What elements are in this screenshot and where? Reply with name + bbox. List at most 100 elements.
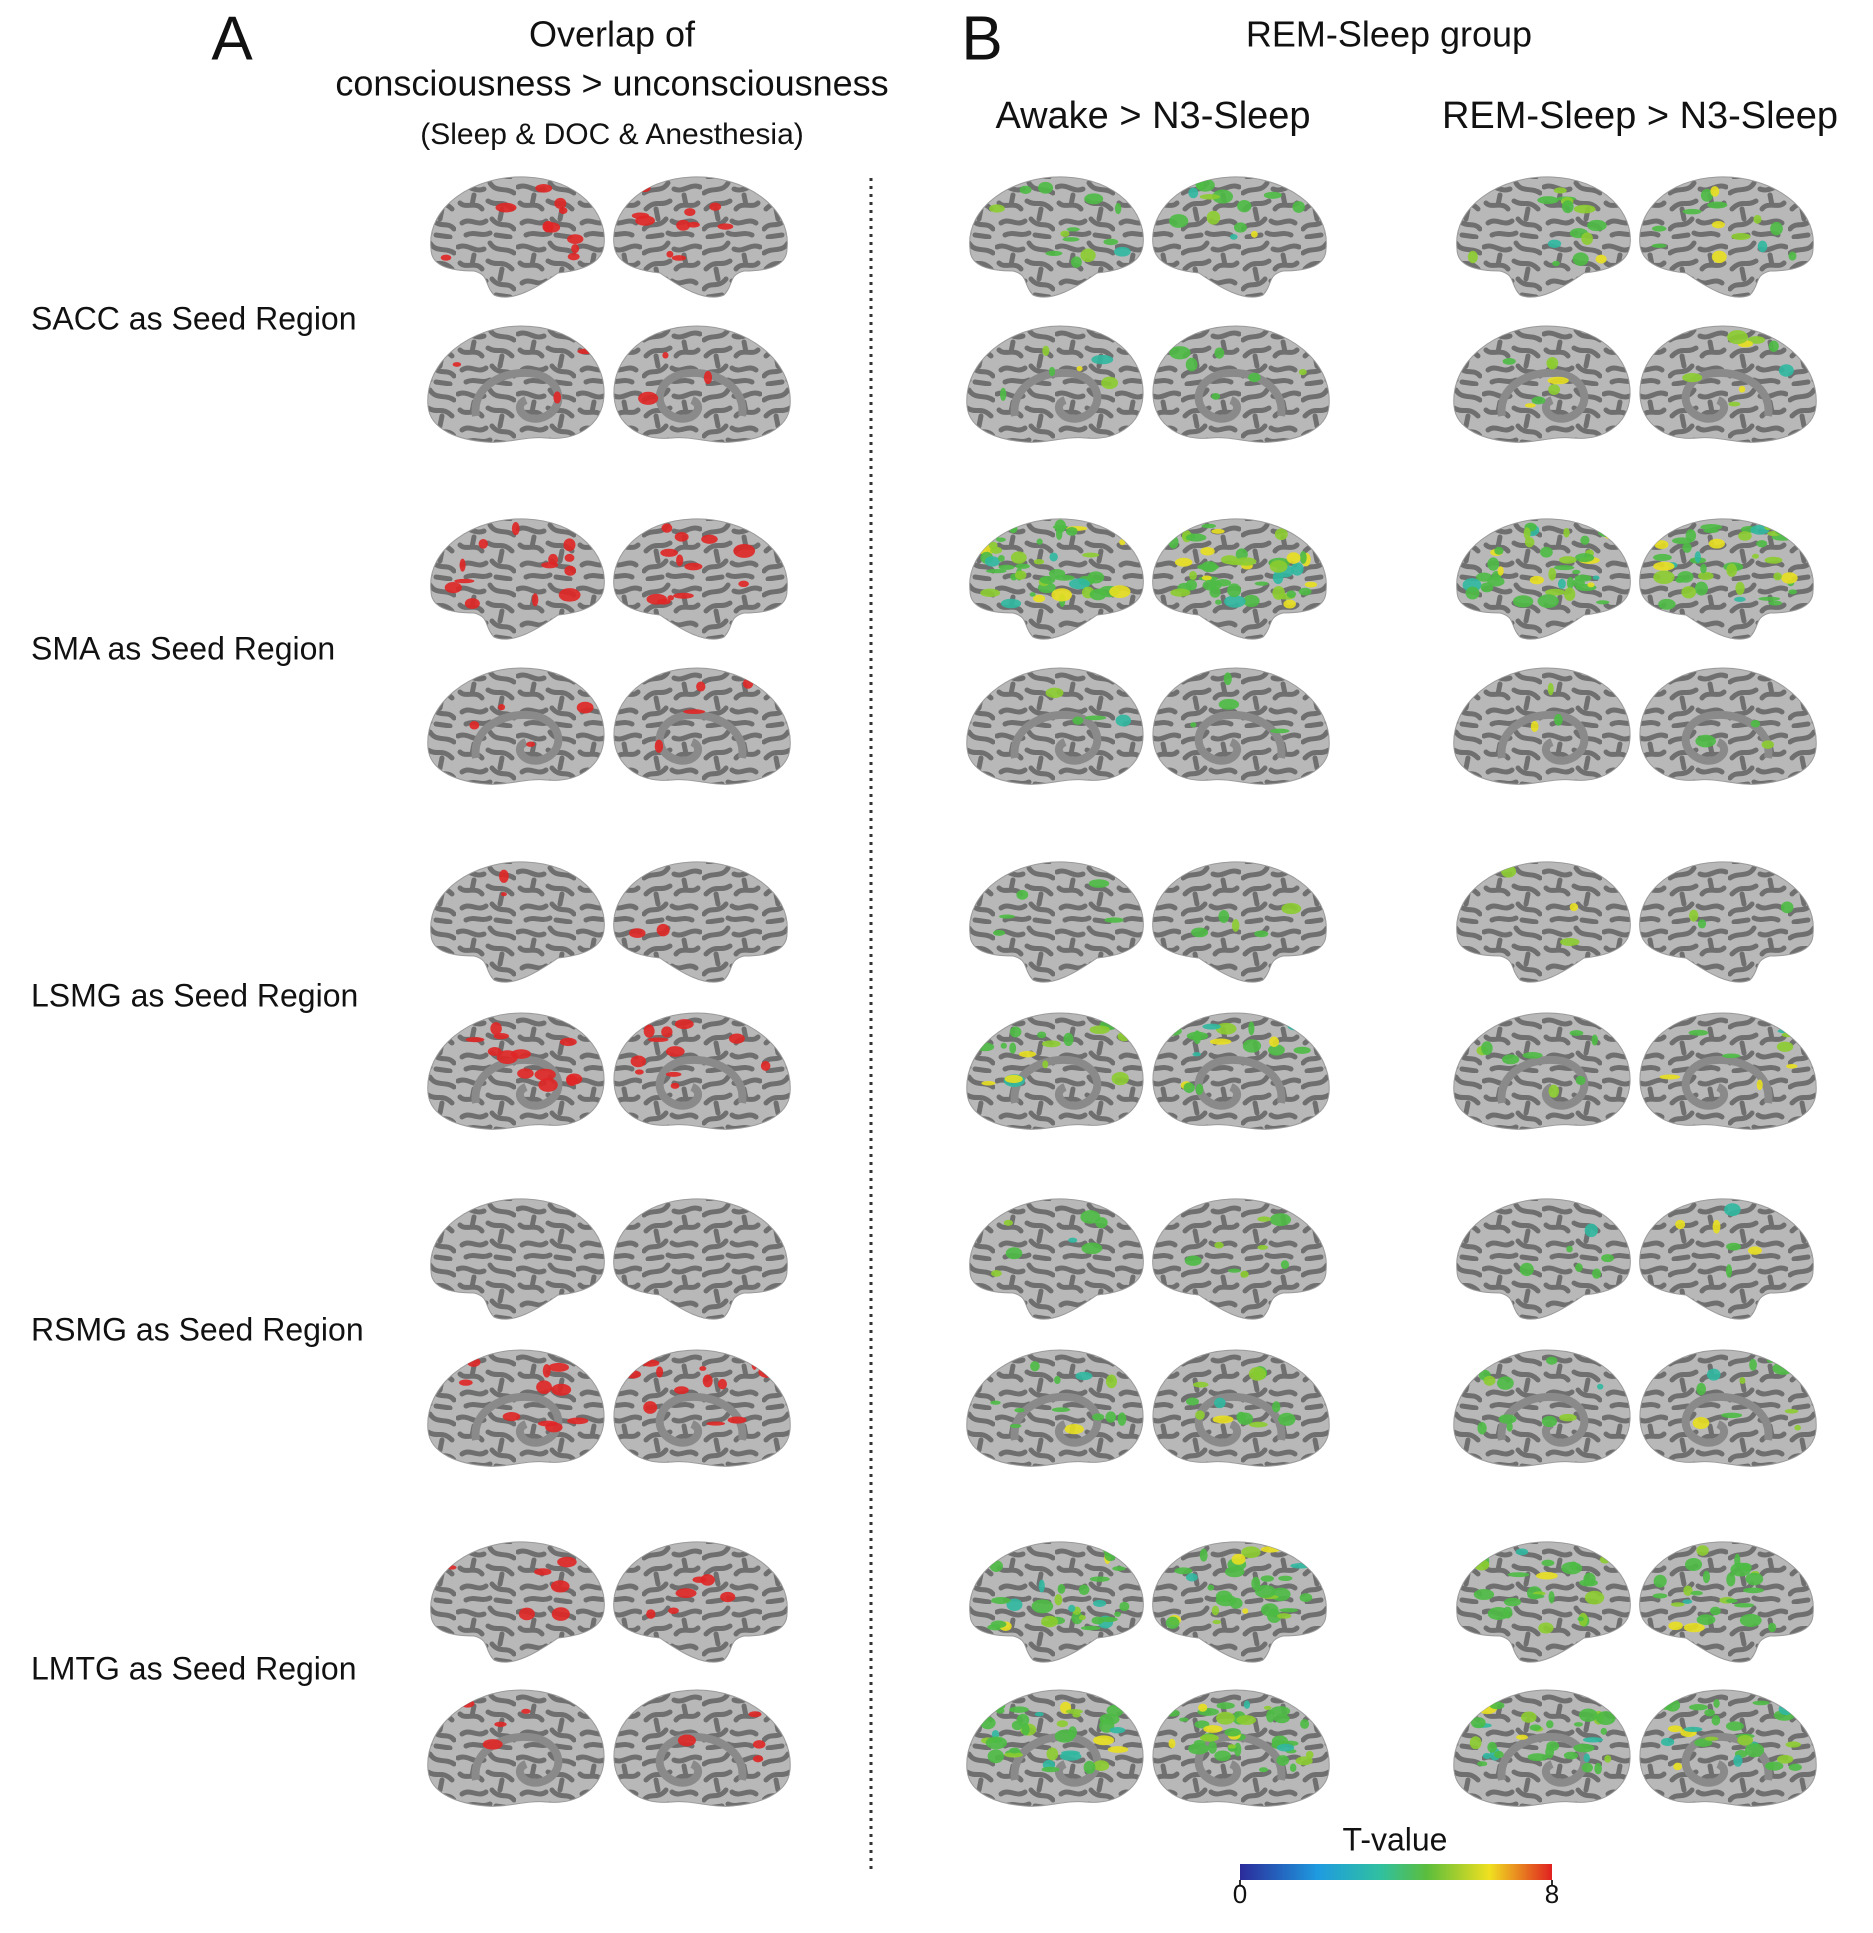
brain-surface [1152, 325, 1330, 443]
activation-blob [1684, 1557, 1703, 1571]
activation-blob [511, 522, 520, 536]
activation-blob [1487, 1741, 1497, 1753]
activation-blob [576, 701, 594, 714]
activation-blob [1569, 903, 1579, 912]
activation-blob [1009, 1026, 1022, 1038]
activation [630, 1019, 778, 1089]
activation-blob [1726, 1572, 1736, 1587]
activation-blob [1113, 246, 1131, 257]
activation-blob [1241, 1546, 1261, 1559]
activation-blob [1770, 221, 1783, 236]
activation [444, 522, 581, 609]
activation [1184, 1213, 1292, 1278]
activation-blob [1093, 1735, 1115, 1746]
activation-blob [1704, 1709, 1715, 1717]
brain [1639, 1012, 1817, 1130]
row-label: SMA as Seed Region [31, 630, 335, 666]
activation-blob [1051, 1407, 1071, 1413]
activation-blob [668, 1607, 679, 1615]
brain-surface [969, 861, 1144, 983]
activation-blob [1573, 204, 1596, 214]
activation-blob [1046, 1747, 1059, 1761]
activation-blob [447, 1565, 457, 1570]
activation-blob [760, 1061, 771, 1071]
activation-blob [1015, 563, 1030, 569]
activation-blob [1557, 578, 1566, 589]
activation-blob [677, 1734, 696, 1747]
corpus-callosum [1681, 1055, 1773, 1110]
activation-blob [1696, 1545, 1709, 1556]
activation-blob [1060, 230, 1070, 237]
corpus-callosum [471, 1732, 563, 1787]
brain-surface [966, 1012, 1144, 1130]
brain-surface [966, 667, 1144, 785]
brain [966, 325, 1144, 443]
activation-blob [630, 1055, 646, 1068]
activation-blob [676, 554, 684, 567]
activation-blob [1653, 570, 1675, 584]
activation-blob [1587, 582, 1595, 588]
activation-blob [551, 1607, 570, 1621]
activation-blob [1089, 1576, 1110, 1582]
activation-blob [1114, 202, 1122, 215]
activation-blob [478, 539, 488, 549]
activation [677, 1711, 766, 1763]
brain [427, 325, 605, 443]
activation [440, 183, 584, 261]
activation-blob [542, 1364, 551, 1378]
activation-blob [1668, 1621, 1683, 1631]
activation-blob [449, 1357, 458, 1369]
activation-blob [454, 578, 475, 584]
activation-blob [1185, 357, 1198, 372]
activation-blob [1223, 672, 1232, 686]
activation-blob [1105, 1374, 1117, 1389]
activation-blob [985, 569, 1007, 574]
activation-blob [1199, 194, 1221, 200]
brain [966, 667, 1144, 785]
activation-blob [1476, 572, 1492, 582]
activation-blob [1018, 1051, 1037, 1058]
corpus-callosum [1194, 368, 1286, 423]
brain [966, 1689, 1144, 1807]
activation-blob [502, 1412, 521, 1422]
activation [1166, 1700, 1314, 1773]
activation-blob [1546, 356, 1559, 370]
activation-blob [1119, 1601, 1130, 1612]
activation-blob [1056, 1720, 1069, 1728]
brain [1456, 861, 1631, 983]
activation-blob [1487, 557, 1500, 571]
activation-blob [1563, 1751, 1579, 1760]
activation-blob [1596, 600, 1610, 605]
activation-blob [1212, 1415, 1234, 1424]
activation-blob [1298, 587, 1312, 596]
panel-title: Overlap of [529, 14, 696, 55]
activation-blob [1166, 1709, 1180, 1717]
activation-blob [1276, 1755, 1290, 1766]
activation-blob [1033, 594, 1046, 603]
activation [1530, 682, 1563, 732]
brain-surface [1152, 861, 1327, 983]
brain [966, 1349, 1144, 1467]
activation-blob [1106, 1704, 1124, 1717]
activation-blob [1243, 594, 1260, 608]
activation-blob [1117, 1031, 1131, 1042]
activation-blob [654, 739, 664, 753]
activation-blob [1070, 256, 1082, 268]
activation-blob [628, 928, 646, 938]
activation-blob [564, 565, 576, 576]
activation-blob [1269, 1036, 1280, 1048]
activation-blob [1295, 1756, 1313, 1766]
activation-blob [1273, 1713, 1290, 1724]
activation-blob [1711, 250, 1727, 264]
activation-blob [1734, 1553, 1741, 1568]
activation-blob [1786, 1063, 1798, 1069]
brain [430, 176, 605, 298]
activation-blob [1700, 563, 1707, 574]
activation-blob [1107, 1746, 1129, 1753]
activation-blob [1000, 1042, 1007, 1049]
activation-blob [1702, 1570, 1711, 1584]
activation-blob [534, 1568, 552, 1576]
activation-blob [1731, 233, 1751, 241]
brain [1152, 325, 1330, 443]
activation-blob [558, 588, 581, 602]
